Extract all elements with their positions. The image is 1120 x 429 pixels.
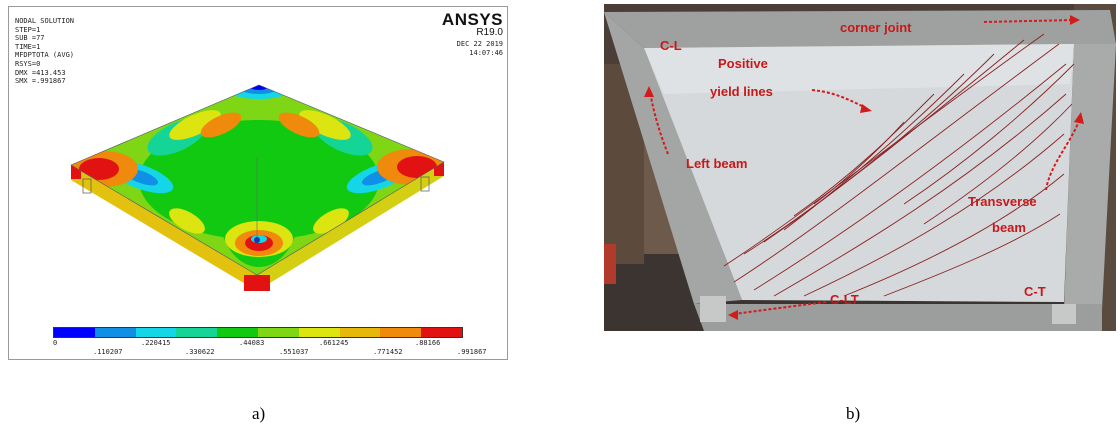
info-line: RSYS=0 <box>15 59 41 68</box>
label-c-lt: C-LT <box>830 292 859 307</box>
label-beam: beam <box>992 220 1026 235</box>
slab-contour-plot <box>70 84 445 291</box>
top-beam <box>604 10 1116 48</box>
load-point-marker <box>254 237 260 243</box>
specimen-photo: corner joint C-L Positive yield lines Le… <box>604 4 1116 331</box>
label-positive: Positive <box>718 56 768 71</box>
contour-legend-bar <box>53 327 463 338</box>
legend-swatch <box>298 328 340 337</box>
slab-right-face <box>257 162 444 291</box>
legend-tick: .330622 <box>185 348 215 356</box>
legend-swatch <box>135 328 177 337</box>
support-left <box>82 178 92 194</box>
support-right <box>420 176 430 192</box>
legend-tick: 0 <box>53 339 58 347</box>
label-left-beam: Left beam <box>686 156 747 171</box>
right-corner-hot-zone <box>434 162 444 176</box>
legend-tick: .771452 <box>373 348 403 356</box>
legend-tick: .44083 <box>239 339 265 347</box>
arrow-heads <box>644 15 1084 320</box>
label-yield-lines: yield lines <box>710 84 773 99</box>
slab-outline <box>70 84 445 276</box>
left-beam-shape <box>604 12 742 304</box>
legend-tick: .110207 <box>93 348 123 356</box>
legend-swatch <box>94 328 136 337</box>
timestamp-block: DEC 22 2019 14:07:46 <box>457 40 503 57</box>
legend-tick: .88166 <box>415 339 441 347</box>
info-line: TIME=1 <box>15 42 41 51</box>
bottom-beam <box>694 304 1102 331</box>
legend-tick-labels: 0 .220415 .44083 .661245 .88166 .110207 … <box>53 339 487 359</box>
test-specimen-photo-panel: corner joint C-L Positive yield lines Le… <box>604 4 1116 331</box>
legend-swatch <box>380 328 422 337</box>
legend-swatch <box>217 328 258 337</box>
info-line: DMX =413.453 <box>15 68 66 77</box>
date-text: DEC 22 2019 <box>456 40 503 48</box>
legend-tick: .551037 <box>279 348 309 356</box>
front-corner-hot-zone <box>244 275 270 291</box>
brand-version: R19.0 <box>476 27 503 38</box>
caption-b: b) <box>846 404 861 423</box>
corner-support-right <box>1052 304 1076 324</box>
legend-tick: .220415 <box>141 339 171 347</box>
legend-swatch <box>54 328 95 337</box>
legend-swatch <box>257 328 299 337</box>
label-c-l: C-L <box>660 38 682 53</box>
transverse-beam-shape <box>1064 44 1116 309</box>
legend-swatch <box>421 328 462 337</box>
info-line: MFDPTOTA (AVG) <box>15 51 75 60</box>
label-corner-joint: corner joint <box>840 20 912 35</box>
label-transverse: Transverse <box>968 194 1037 209</box>
brand-name: ANSYS <box>441 10 503 29</box>
legend-tick: .661245 <box>319 339 349 347</box>
info-line: STEP=1 <box>15 25 41 34</box>
annotation-labels: corner joint C-L Positive yield lines Le… <box>660 20 1046 307</box>
corner-support-left <box>700 296 726 322</box>
info-line: SUB =77 <box>15 34 45 43</box>
legend-tick: .991867 <box>457 348 487 356</box>
info-line: NODAL SOLUTION <box>15 17 75 25</box>
left-corner-hot-zone <box>71 165 81 179</box>
legend-swatch <box>339 328 381 337</box>
yield-line-cracks <box>723 33 1075 297</box>
label-c-t: C-T <box>1024 284 1046 299</box>
fea-contour-panel: NODAL SOLUTION STEP=1 SUB =77 TIME=1 MFD… <box>8 6 508 360</box>
solution-info-block: NODAL SOLUTION STEP=1 SUB =77 TIME=1 MFD… <box>15 17 74 86</box>
slab-surface <box>644 44 1074 302</box>
caption-a: a) <box>252 404 266 423</box>
software-logo: ANSYS R19.0 <box>442 11 503 38</box>
info-line: SMX =.991867 <box>15 77 66 86</box>
legend-swatch <box>176 328 218 337</box>
slab-left-face <box>71 165 257 291</box>
time-text: 14:07:46 <box>469 48 503 57</box>
